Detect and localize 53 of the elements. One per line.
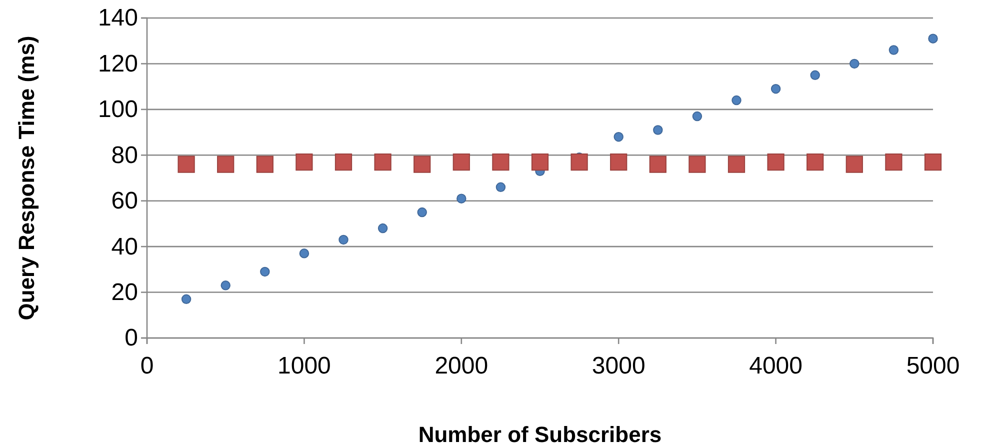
x-tick-label: 2000 xyxy=(434,352,488,380)
point xyxy=(374,153,392,171)
y-tick-label: 80 xyxy=(111,142,138,169)
point xyxy=(417,207,427,218)
y-axis-title: Query Response Time (ms) xyxy=(14,36,39,320)
point xyxy=(888,45,899,55)
x-tick-label: 1000 xyxy=(278,352,331,380)
y-tick-label: 100 xyxy=(98,96,138,124)
point xyxy=(767,153,784,171)
point xyxy=(260,266,270,277)
y-tick-label: 40 xyxy=(111,233,138,260)
point xyxy=(220,280,230,290)
point xyxy=(217,156,234,173)
y-tick-label: 0 xyxy=(124,324,138,352)
point xyxy=(728,156,746,173)
point xyxy=(531,153,549,171)
point xyxy=(846,156,863,173)
x-tick-label: 5000 xyxy=(906,352,960,380)
point xyxy=(692,111,702,122)
point xyxy=(653,125,663,135)
point xyxy=(806,153,824,171)
point xyxy=(256,156,274,173)
point xyxy=(688,156,706,173)
point xyxy=(924,153,942,171)
point xyxy=(181,294,192,304)
y-tick-label: 120 xyxy=(98,50,138,78)
point xyxy=(570,153,588,171)
point xyxy=(850,58,860,69)
x-axis-title: Number of Subscribers xyxy=(418,422,662,447)
y-tick-label: 20 xyxy=(111,278,138,306)
point xyxy=(732,95,742,106)
point xyxy=(456,194,466,204)
point xyxy=(414,156,431,173)
point xyxy=(296,153,313,171)
point xyxy=(334,153,352,171)
y-tick-label: 60 xyxy=(111,188,138,215)
point xyxy=(299,248,310,258)
point xyxy=(614,132,624,142)
point xyxy=(496,182,506,192)
point xyxy=(885,153,902,171)
point xyxy=(810,70,820,80)
point xyxy=(610,153,628,171)
point xyxy=(452,153,470,171)
point xyxy=(492,153,510,171)
y-tick-label: 140 xyxy=(98,4,138,32)
point xyxy=(378,223,388,234)
point xyxy=(928,34,938,44)
point xyxy=(770,84,781,94)
point xyxy=(649,156,666,173)
point xyxy=(178,156,195,173)
point xyxy=(338,234,348,245)
x-tick-label: 3000 xyxy=(592,352,646,380)
x-tick-label: 4000 xyxy=(749,352,802,380)
